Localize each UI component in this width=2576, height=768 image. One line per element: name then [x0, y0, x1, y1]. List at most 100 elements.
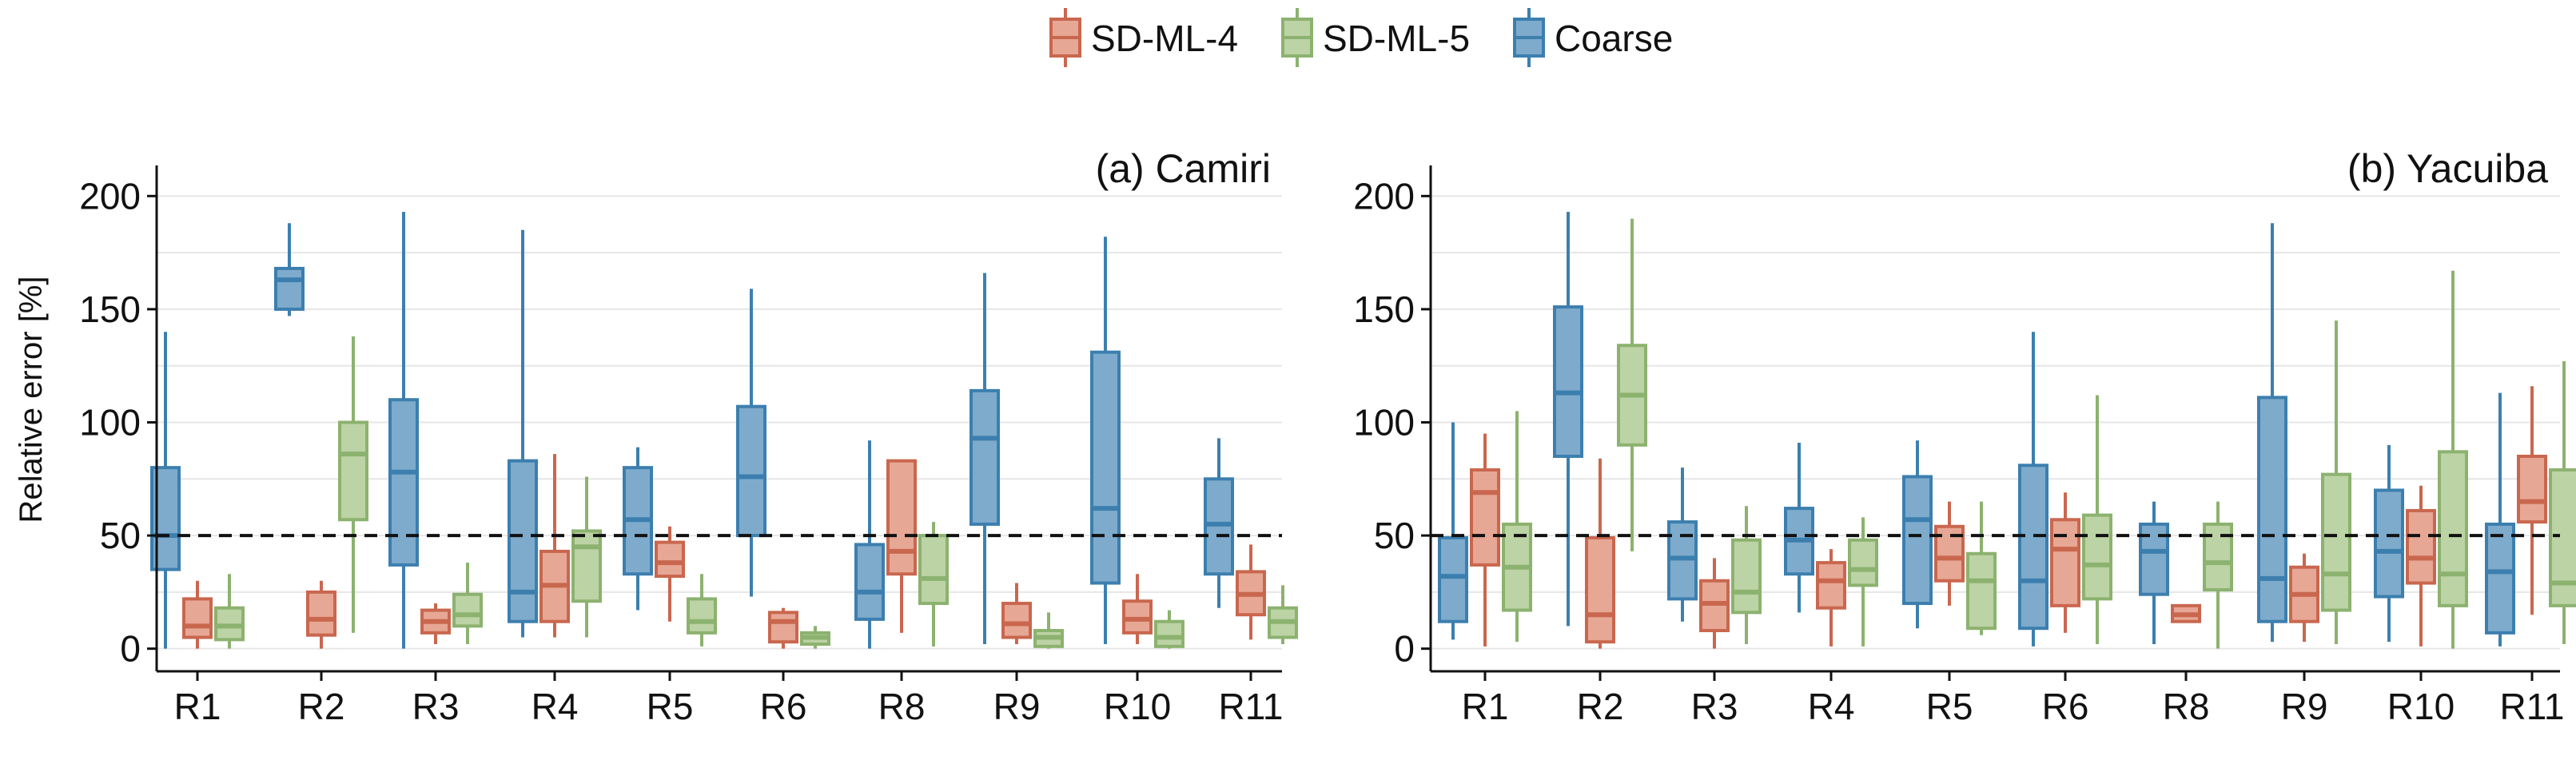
- category-group-r4: [1784, 442, 1878, 647]
- x-tick-label: R9: [993, 686, 1041, 727]
- category-group-r8: [854, 440, 949, 649]
- category-group-r10: [2374, 270, 2468, 649]
- y-tick-label: 0: [120, 628, 141, 670]
- x-tick-label: R5: [1926, 686, 1973, 727]
- legend: SD-ML-4 SD-ML-5 Coarse: [1049, 8, 1673, 67]
- category-group-r9: [969, 273, 1064, 649]
- box-sd-ml-5: [2082, 513, 2112, 601]
- box-sd-ml-5: [2321, 472, 2351, 612]
- y-axis-title: Relative error [%]: [14, 277, 49, 523]
- box-sd-ml-5: [338, 420, 368, 522]
- box-coarse: [1553, 305, 1583, 458]
- x-tick-label: R2: [1577, 686, 1624, 727]
- x-tick-label: R10: [1104, 686, 1171, 727]
- category-group-r4: [508, 229, 602, 638]
- legend-label: Coarse: [1555, 18, 1673, 59]
- panel-title: (a) Camiri: [1096, 146, 1271, 191]
- x-tick-label: R1: [174, 686, 221, 727]
- box-sd-ml-4: [2406, 508, 2436, 585]
- box-sd-ml-5: [1966, 551, 1997, 631]
- category-group-r3: [388, 212, 483, 649]
- box-sd-ml-4: [886, 459, 917, 576]
- box-sd-ml-4: [2517, 454, 2547, 524]
- category-group-r1: [1438, 411, 1532, 647]
- category-group-r5: [623, 447, 717, 647]
- legend-label: SD-ML-4: [1091, 18, 1238, 59]
- category-group-r3: [1667, 468, 1762, 649]
- y-tick-label: 200: [1353, 175, 1415, 217]
- box-coarse: [274, 266, 305, 311]
- x-tick-label: R4: [532, 686, 579, 727]
- box-sd-ml-5: [452, 592, 483, 628]
- y-tick-label: 100: [1353, 402, 1415, 444]
- box-coarse: [1090, 350, 1121, 585]
- panel-title: (b) Yacuiba: [2347, 146, 2548, 191]
- box-sd-ml-5: [1848, 538, 1878, 587]
- category-group-r6: [2018, 332, 2112, 647]
- box-sd-ml-5: [571, 529, 602, 603]
- box-coarse: [1438, 535, 1468, 623]
- panel-camiri: R1 R2 R3 R4 R5 R6 R8 R9 R10 R11 0 50 100 150 200 (a) C…: [79, 146, 1298, 727]
- x-tick-label: R6: [760, 686, 807, 727]
- x-tick-label: R10: [2387, 686, 2455, 727]
- y-tick-label: 150: [1353, 288, 1415, 330]
- x-tick-label: R1: [1462, 686, 1509, 727]
- box-sd-ml-4: [1816, 561, 1846, 610]
- box-sd-ml-5: [1154, 619, 1184, 648]
- box-sd-ml-4: [1001, 602, 1032, 639]
- category-group-r2: [274, 223, 368, 649]
- legend-item-coarse: Coarse: [1513, 8, 1673, 67]
- category-group-r5: [1902, 440, 1997, 635]
- panel-yacuiba: R1 R2 R3 R4 R5 R6 R8 R9 R10 R11 0 50 100 150 200 (b) Y…: [1353, 146, 2576, 727]
- legend-label: SD-ML-5: [1323, 18, 1470, 59]
- x-tick-label: R3: [1691, 686, 1738, 727]
- boxes: [150, 212, 1298, 649]
- box-sd-ml-5: [1731, 538, 1762, 615]
- y-tick-label: 100: [79, 402, 141, 444]
- box-sd-ml-4: [1585, 535, 1615, 644]
- box-coarse: [969, 388, 1000, 526]
- legend-item-sd-ml-5: SD-ML-5: [1281, 8, 1470, 67]
- y-tick-label: 0: [1394, 628, 1415, 670]
- boxes: [1438, 212, 2576, 649]
- box-coarse: [2374, 488, 2404, 599]
- box-coarse: [2257, 396, 2287, 623]
- x-tick-label: R8: [2163, 686, 2210, 727]
- x-tick-label: R5: [647, 686, 694, 727]
- y-tick-label: 200: [79, 175, 141, 217]
- legend-item-sd-ml-4: SD-ML-4: [1049, 8, 1238, 67]
- y-tick-label: 150: [79, 288, 141, 330]
- box-sd-ml-4: [1470, 468, 1500, 567]
- box-coarse: [2485, 522, 2515, 635]
- x-tick-label: R11: [1219, 686, 1284, 727]
- box-sd-ml-4: [2050, 518, 2080, 607]
- x-tick-label: R11: [2500, 686, 2565, 727]
- x-tick-label: R2: [298, 686, 345, 727]
- x-tick-label: R9: [2281, 686, 2328, 727]
- box-sd-ml-5: [687, 597, 717, 635]
- box-sd-ml-4: [655, 540, 685, 579]
- box-coarse: [854, 543, 885, 621]
- category-group-r10: [1090, 237, 1184, 649]
- category-group-r1: [150, 332, 245, 649]
- box-coarse: [508, 459, 538, 623]
- category-group-r8: [2139, 501, 2233, 649]
- box-sd-ml-5: [918, 534, 949, 606]
- box-coarse: [388, 398, 419, 567]
- category-group-r9: [2257, 223, 2351, 645]
- x-tick-label: R3: [412, 686, 460, 727]
- box-sd-ml-4: [182, 597, 213, 639]
- category-group-r6: [736, 288, 830, 649]
- category-group-r2: [1553, 212, 1647, 649]
- box-sd-ml-5: [2438, 450, 2468, 607]
- x-tick-label: R4: [1808, 686, 1855, 727]
- category-group-r11: [1204, 438, 1298, 645]
- x-tick-label: R6: [2042, 686, 2089, 727]
- box-sd-ml-4: [768, 611, 798, 644]
- y-tick-label: 50: [100, 515, 141, 556]
- box-coarse: [736, 404, 766, 538]
- box-sd-ml-4: [306, 590, 336, 637]
- box-coarse: [1902, 475, 1933, 606]
- y-tick-label: 50: [1374, 515, 1415, 556]
